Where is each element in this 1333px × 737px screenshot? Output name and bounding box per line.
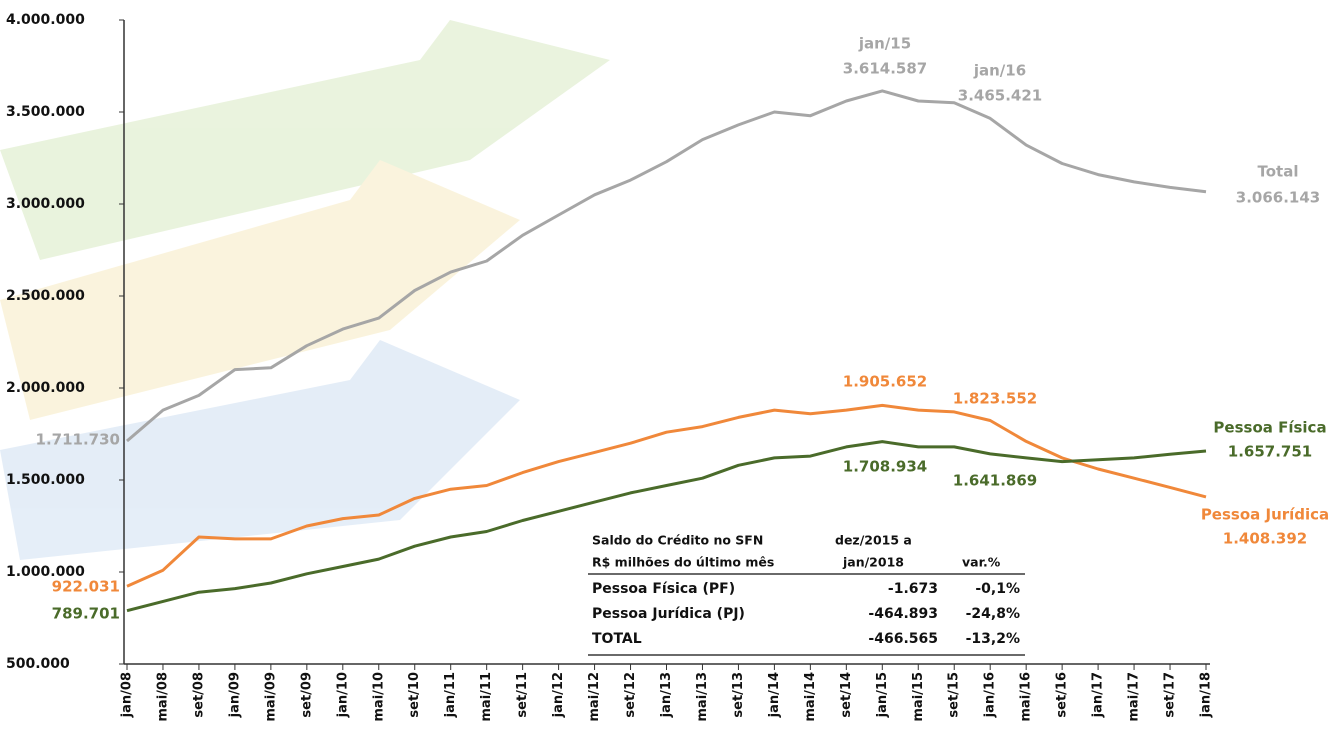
annotation: 922.031 [52,578,120,596]
x-tick-label: mai/17 [1127,672,1142,722]
y-tick-label: 1.500.000 [6,472,85,488]
x-tick-label: jan/15 [875,672,890,718]
y-tick-label: 500.000 [6,656,70,672]
table-row-label: Pessoa Física (PF) [592,581,735,597]
annotation: jan/15 [858,35,911,53]
x-tick-label: jan/08 [120,672,135,718]
table-pct: -24,8% [966,606,1020,622]
series-label: Pessoa Física [1213,419,1326,437]
table-pct: -0,1% [975,581,1020,597]
x-tick-label: set/16 [1055,672,1070,718]
x-tick-label: set/09 [299,672,314,718]
annotation: 1.823.552 [953,390,1037,408]
x-tick-label: jan/16 [983,672,998,718]
y-tick-label: 4.000.000 [6,12,85,28]
x-tick-label: mai/14 [803,672,818,722]
x-tick-label: mai/13 [695,672,710,722]
table-title: Saldo do Crédito no SFN [592,533,763,548]
table-row-label: Pessoa Jurídica (PJ) [592,606,745,622]
table-pct-header: var.% [962,555,1001,570]
table-pct: -13,2% [966,631,1020,647]
y-tick-label: 3.500.000 [6,104,85,120]
x-tick-label: jan/13 [659,672,674,718]
x-tick-label: jan/14 [767,672,782,718]
x-tick-label: mai/08 [155,672,170,722]
y-tick-label: 2.500.000 [6,288,85,304]
x-tick-label: mai/12 [587,672,602,722]
x-tick-label: jan/11 [443,672,458,718]
chart: 500.0001.000.0001.500.0002.000.0002.500.… [0,0,1333,737]
x-tick-label: jan/10 [335,672,350,718]
x-tick-label: jan/09 [227,672,242,718]
annotation: jan/16 [973,62,1026,80]
series-label: Total [1258,163,1299,181]
annotation: 1.711.730 [36,431,120,449]
x-tick-label: set/11 [515,672,530,718]
annotation: 1.641.869 [953,472,1037,490]
x-tick-label: mai/16 [1019,672,1034,722]
table-title: R$ milhões do último mês [592,555,774,570]
annotation: 789.701 [52,605,120,623]
table-period: jan/2018 [842,555,904,570]
x-tick-label: set/08 [191,672,206,718]
x-tick-label: jan/17 [1091,672,1106,718]
x-tick-label: jan/18 [1199,672,1214,718]
annotation: 1.408.392 [1223,530,1307,548]
x-tick-label: set/14 [839,672,854,718]
background-arrows [0,20,610,560]
x-tick-label: jan/12 [551,672,566,718]
series-label: Pessoa Jurídica [1201,506,1329,524]
x-tick-label: mai/09 [263,672,278,722]
annotation: 1.905.652 [843,373,927,391]
x-tick-label: set/10 [407,672,422,718]
y-tick-label: 3.000.000 [6,196,85,212]
annotation: 3.465.421 [958,87,1042,105]
annotation: 3.614.587 [843,60,927,78]
x-tick-label: set/17 [1163,672,1178,718]
annotation: 3.066.143 [1236,189,1320,207]
x-tick-label: set/12 [623,672,638,718]
x-tick-label: mai/10 [371,672,386,722]
annotation: 1.657.751 [1228,443,1312,461]
table-row-label: TOTAL [592,631,642,647]
table-period: dez/2015 a [835,533,912,548]
table-change: -466.565 [868,631,938,647]
summary-table: Saldo do Crédito no SFN R$ milhões do últ… [588,533,1025,656]
x-tick-label: mai/11 [479,672,494,722]
x-tick-label: set/15 [947,672,962,718]
table-change: -1.673 [888,581,938,597]
x-tick-label: set/13 [731,672,746,718]
x-tick-label: mai/15 [911,672,926,722]
table-change: -464.893 [868,606,938,622]
annotation: 1.708.934 [843,458,927,476]
y-tick-label: 2.000.000 [6,380,85,396]
